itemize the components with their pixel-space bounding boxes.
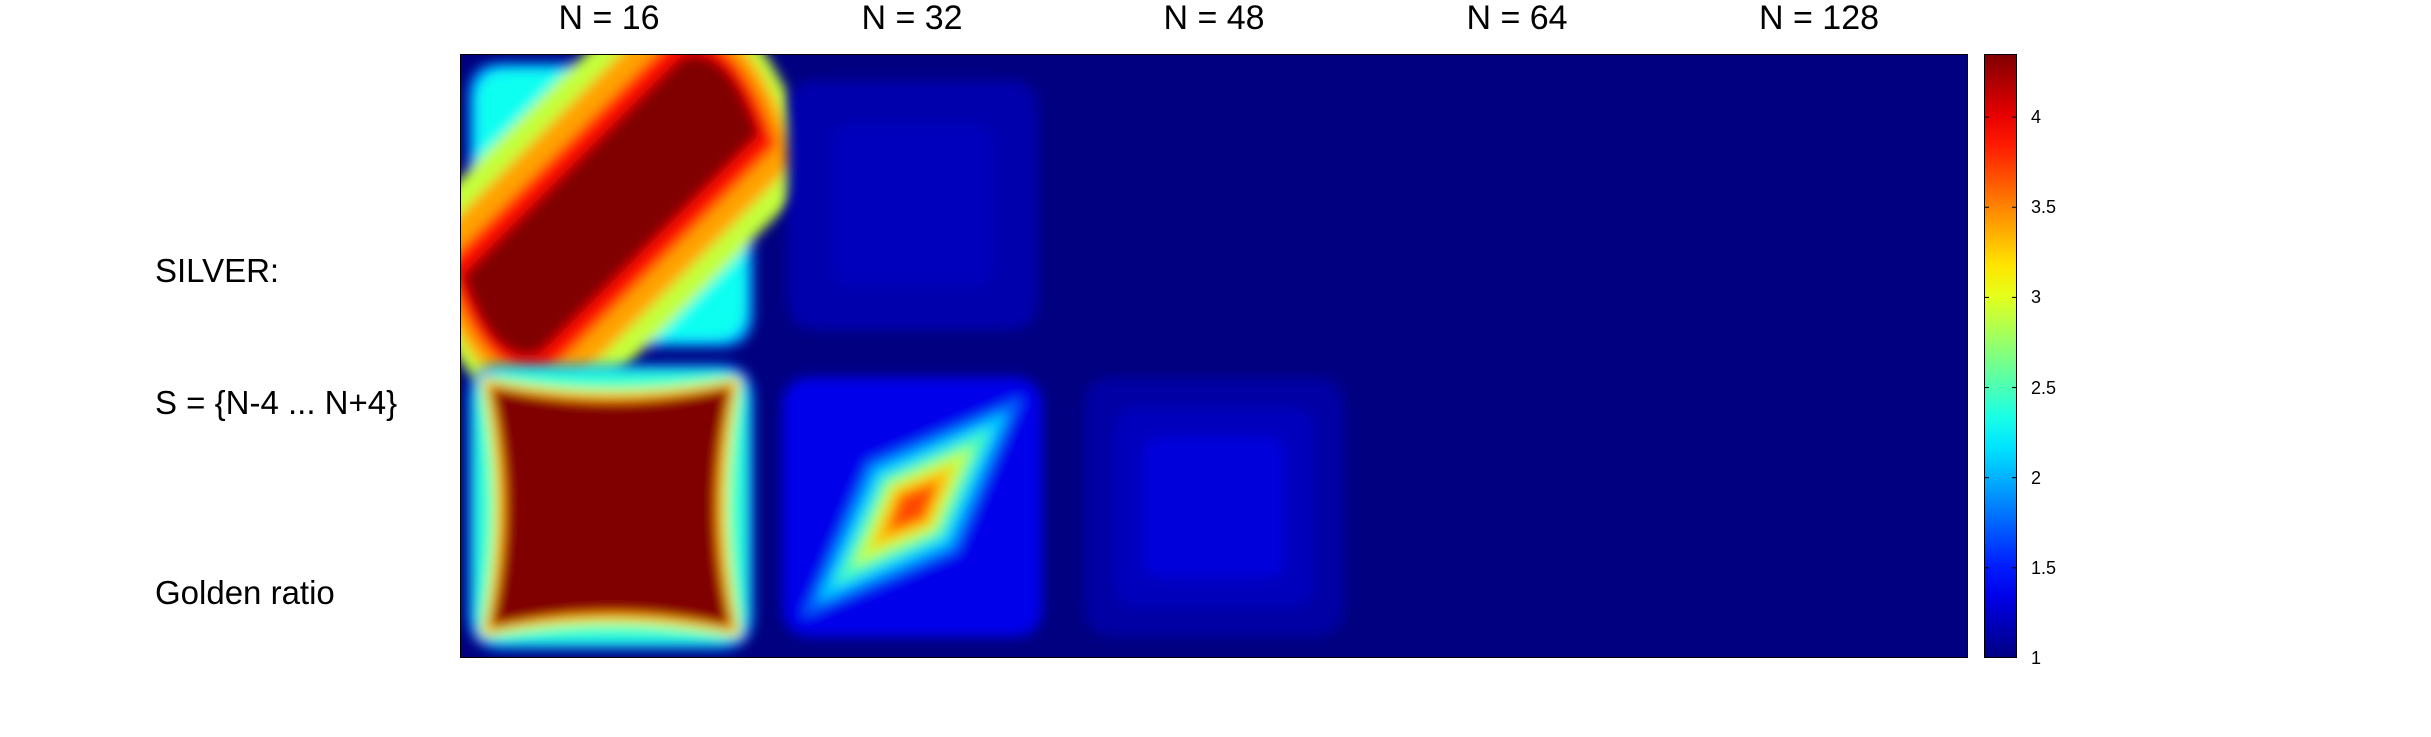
- row-label-silver: SILVER: S = {N-4 ... N+4}: [155, 161, 397, 513]
- heatmap-grid: [460, 54, 1968, 658]
- colorbar: [1984, 54, 2017, 658]
- column-title-n16: N = 16: [558, 0, 660, 37]
- heatmap-panel: [782, 377, 1043, 637]
- row-label-golden-ratio: Golden ratio: [155, 483, 335, 703]
- row-label-golden-ratio-line1: Golden ratio: [155, 574, 335, 611]
- heatmap-frame: [460, 54, 1968, 658]
- colorbar-gradient: [1984, 54, 2017, 658]
- heatmap-panel: [468, 364, 754, 650]
- column-title-n48: N = 48: [1163, 0, 1265, 37]
- colorbar-tick-label: 4: [2031, 107, 2042, 127]
- row-label-silver-line2: S = {N-4 ... N+4}: [155, 384, 398, 421]
- colorbar-tick-label: 3: [2031, 287, 2042, 307]
- colorbar-tick-label: 3.5: [2031, 197, 2057, 217]
- heat-level: [490, 387, 731, 627]
- heatmap-panel: [1084, 377, 1344, 637]
- heat-level: [886, 481, 939, 533]
- heat-level: [832, 125, 993, 285]
- heat-level: [1144, 437, 1284, 577]
- colorbar-tick-label: 2: [2031, 468, 2042, 488]
- column-title-n128: N = 128: [1758, 0, 1880, 37]
- heatmap-panel: [460, 54, 820, 419]
- row-label-silver-line1: SILVER:: [155, 252, 280, 289]
- colorbar-tick-label: 1.5: [2031, 558, 2057, 578]
- colorbar-frame: [1984, 54, 2017, 658]
- colorbar-tick-label: 1: [2031, 648, 2042, 668]
- column-title-n32: N = 32: [861, 0, 963, 37]
- column-title-n64: N = 64: [1466, 0, 1568, 37]
- heatmap-panel: [787, 80, 1038, 330]
- colorbar-tick-label: 2.5: [2031, 378, 2057, 398]
- heat-level: [462, 54, 760, 356]
